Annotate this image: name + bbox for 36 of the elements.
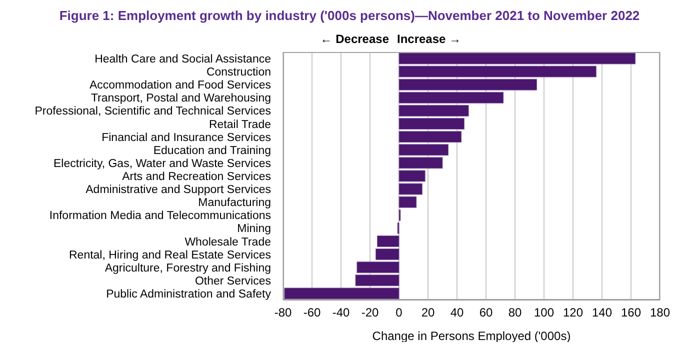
y-tick-label: Information Media and Telecommunications [49, 210, 272, 222]
x-tick-label: 20 [421, 306, 435, 320]
x-tick-label: 60 [479, 306, 493, 320]
x-tick-label: 120 [562, 306, 584, 320]
y-tick-label: Professional, Scientific and Technical Services [34, 106, 272, 118]
y-tick-label: Other Services [194, 275, 272, 288]
x-tick-label: -40 [332, 306, 350, 320]
y-tick-label: Administrative and Support Services [86, 184, 272, 196]
x-tick-label: 180 [650, 306, 670, 320]
x-tick-label: -20 [361, 306, 379, 320]
x-tick-label: 100 [534, 306, 554, 320]
y-tick-label: Retail Trade [208, 118, 271, 131]
y-tick-label: Accommodation and Food Services [89, 80, 272, 92]
x-tick-label: 140 [592, 306, 612, 320]
y-tick-label: Education and Training [153, 144, 271, 157]
x-tick-label: 0 [396, 306, 403, 320]
y-tick-label: Rental, Hiring and Real Estate Services [69, 249, 272, 262]
x-tick-label: 80 [508, 306, 522, 320]
x-tick-label: -60 [303, 306, 321, 320]
y-tick-label: Financial and Insurance Services [102, 132, 272, 144]
y-tick-label: Mining [237, 223, 271, 236]
y-tick-label: Construction [206, 66, 271, 79]
y-tick-label: Health Care and Social Assistance [94, 54, 271, 66]
y-tick-label: Arts and Recreation Services [122, 171, 272, 183]
text: ← Decrease [320, 32, 389, 46]
text: Increase → [397, 32, 462, 46]
y-tick-label: Transport, Postal and Warehousing [90, 92, 271, 105]
x-tick-label: 40 [450, 306, 464, 320]
y-tick-label: Agriculture, Forestry and Fishing [104, 262, 271, 274]
y-tick-label: Manufacturing [198, 197, 271, 210]
x-tick-label: 160 [620, 306, 642, 320]
y-tick-label: Electricity, Gas, Water and Waste Services [54, 158, 272, 170]
y-tick-label: Wholesale Trade [184, 236, 271, 248]
x-tick-label: -80 [274, 306, 292, 320]
chart-title: Figure 1: Employment growth by industry ('000s persons)—November 2021 to November 2022 [58, 8, 641, 25]
y-tick-label: Public Administration and Safety [106, 288, 272, 300]
